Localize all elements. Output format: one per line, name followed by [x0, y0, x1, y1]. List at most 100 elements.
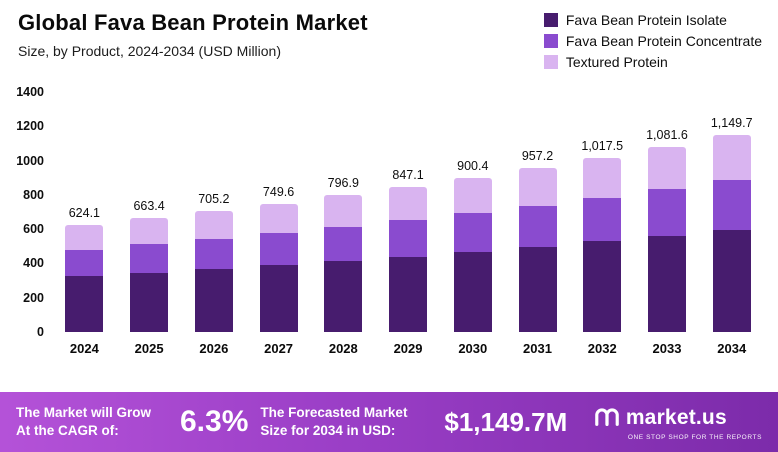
bar-column: 1,017.5: [570, 92, 635, 332]
legend-swatch-icon: [543, 13, 558, 27]
y-tick-label: 1400: [16, 85, 44, 99]
bar-segment: [194, 238, 233, 270]
bar-column: 847.1: [376, 92, 441, 332]
bar-segment: [583, 241, 622, 332]
bar-segment: [324, 226, 363, 261]
bar-total-label: 957.2: [521, 148, 554, 163]
bar-segment: [712, 134, 751, 181]
bar-segment: [324, 195, 363, 227]
y-tick-label: 600: [23, 222, 44, 237]
legend-item: Textured Protein: [543, 54, 762, 70]
bar-segment: [583, 157, 622, 198]
chart-header: Global Fava Bean Protein Market Size, by…: [0, 0, 778, 70]
bar-segment: [518, 205, 557, 247]
bar-stack: [712, 134, 751, 332]
bar-column: 900.4: [440, 92, 505, 332]
y-axis: 0 200 400 600 800 1000 1200 1400: [10, 85, 52, 339]
brand-tagline: ONE STOP SHOP FOR THE REPORTS: [627, 433, 762, 441]
bar-segment: [259, 233, 298, 266]
x-axis-label: 2032: [587, 341, 617, 356]
bar-column: 1,081.6: [635, 92, 700, 332]
x-axis-label: 2026: [199, 341, 229, 356]
market-us-icon: [594, 404, 620, 433]
x-axis-label: 2029: [393, 341, 423, 356]
bar-segment: [647, 146, 686, 190]
x-axis-label: 2030: [458, 341, 488, 356]
bar-stack: [518, 167, 557, 332]
bar-stack: [647, 146, 686, 332]
legend-label: Textured Protein: [565, 54, 668, 70]
cagr-label: The Market will Grow At the CAGR of:: [16, 405, 152, 438]
legend-label: Fava Bean Protein Isolate: [565, 12, 727, 28]
bar-total-label: 900.4: [457, 158, 489, 173]
bar-segment: [389, 220, 428, 257]
y-tick-label: 0: [37, 325, 44, 339]
bar-total-label: 624.1: [68, 206, 100, 221]
legend-item: Fava Bean Protein Concentrate: [543, 33, 762, 49]
bar-stack: [130, 218, 169, 332]
bar-column: 749.6: [246, 92, 311, 332]
bar-segment: [712, 180, 751, 230]
bar-segment: [130, 244, 169, 273]
brand-row: market.us: [594, 404, 727, 433]
x-axis-label: 2031: [523, 341, 552, 356]
x-axis-label: 2028: [328, 341, 358, 356]
y-tick-label: 400: [23, 256, 44, 271]
x-axis-label: 2025: [134, 341, 164, 356]
bar-column: 663.4: [117, 92, 182, 332]
bar-stack: [324, 195, 363, 332]
bar-segment: [324, 260, 363, 332]
bar-segment: [647, 235, 686, 332]
bar-segment: [259, 203, 298, 234]
y-tick-label: 1200: [16, 119, 44, 134]
bar-segment: [259, 265, 298, 332]
x-axis-label: 2033: [652, 341, 682, 356]
bar-segment: [389, 186, 428, 221]
bar-total-label: 749.6: [262, 184, 295, 199]
forecast-value: $1,149.7M: [444, 406, 568, 437]
bar-total-label: 847.1: [392, 167, 424, 182]
cagr-value: 6.3%: [180, 405, 249, 438]
bar-segment: [194, 269, 233, 332]
bar-segment: [712, 229, 751, 332]
bar-segment: [518, 167, 557, 206]
bar-total-label: 705.2: [198, 192, 230, 207]
bar-segment: [583, 197, 622, 242]
bar-total-label: 1,081.6: [646, 127, 688, 142]
bar-segment: [453, 251, 492, 332]
plot-area: 624.1 663.4 705.2 749.6 796.9 847.1 900.4 957.2…: [52, 92, 764, 356]
bars: 624.1 663.4 705.2 749.6 796.9 847.1 900.4 957.2…: [52, 92, 764, 332]
bar-stack: [583, 157, 622, 332]
header-text-block: Global Fava Bean Protein Market Size, by…: [18, 10, 368, 59]
bar-segment: [194, 211, 233, 239]
legend: Fava Bean Protein Isolate Fava Bean Prote…: [543, 10, 762, 70]
bar-column: 624.1: [52, 92, 117, 332]
chart-subtitle: Size, by Product, 2024-2034 (USD Million…: [18, 43, 282, 59]
bar-stack: [389, 186, 428, 332]
bar-segment: [453, 213, 492, 252]
x-axis-label: 2034: [717, 341, 747, 356]
bar-column: 796.9: [311, 92, 376, 332]
bar-segment: [65, 249, 104, 277]
bar-segment: [130, 272, 169, 332]
bar-stack: [65, 225, 104, 332]
brand-logo: market.us ONE STOP SHOP FOR THE REPORTS: [594, 404, 762, 441]
bar-stack: [259, 203, 298, 332]
bar-total-label: 663.4: [133, 199, 165, 214]
bar-segment: [389, 256, 428, 332]
y-tick-label: 800: [23, 187, 44, 202]
x-labels: 2024 2025 2026 2027 2028 2029 2030 2031 2032 2033…: [52, 341, 764, 356]
bar-segment: [647, 189, 686, 236]
bar-segment: [65, 276, 104, 332]
forecast-label: The Forecasted Market Size for 2034 in U…: [260, 405, 408, 438]
bar-stack: [194, 211, 233, 332]
legend-label: Fava Bean Protein Concentrate: [565, 33, 762, 49]
legend-swatch-icon: [543, 55, 558, 69]
legend-item: Fava Bean Protein Isolate: [543, 12, 762, 28]
legend-swatch-icon: [543, 34, 558, 48]
x-axis-label: 2024: [69, 341, 99, 356]
y-tick-label: 200: [23, 290, 44, 305]
bar-segment: [130, 218, 169, 245]
stacked-bar-chart: 0 200 400 600 800 1000 1200 1400 624.1 663.4 705.…: [0, 70, 778, 356]
